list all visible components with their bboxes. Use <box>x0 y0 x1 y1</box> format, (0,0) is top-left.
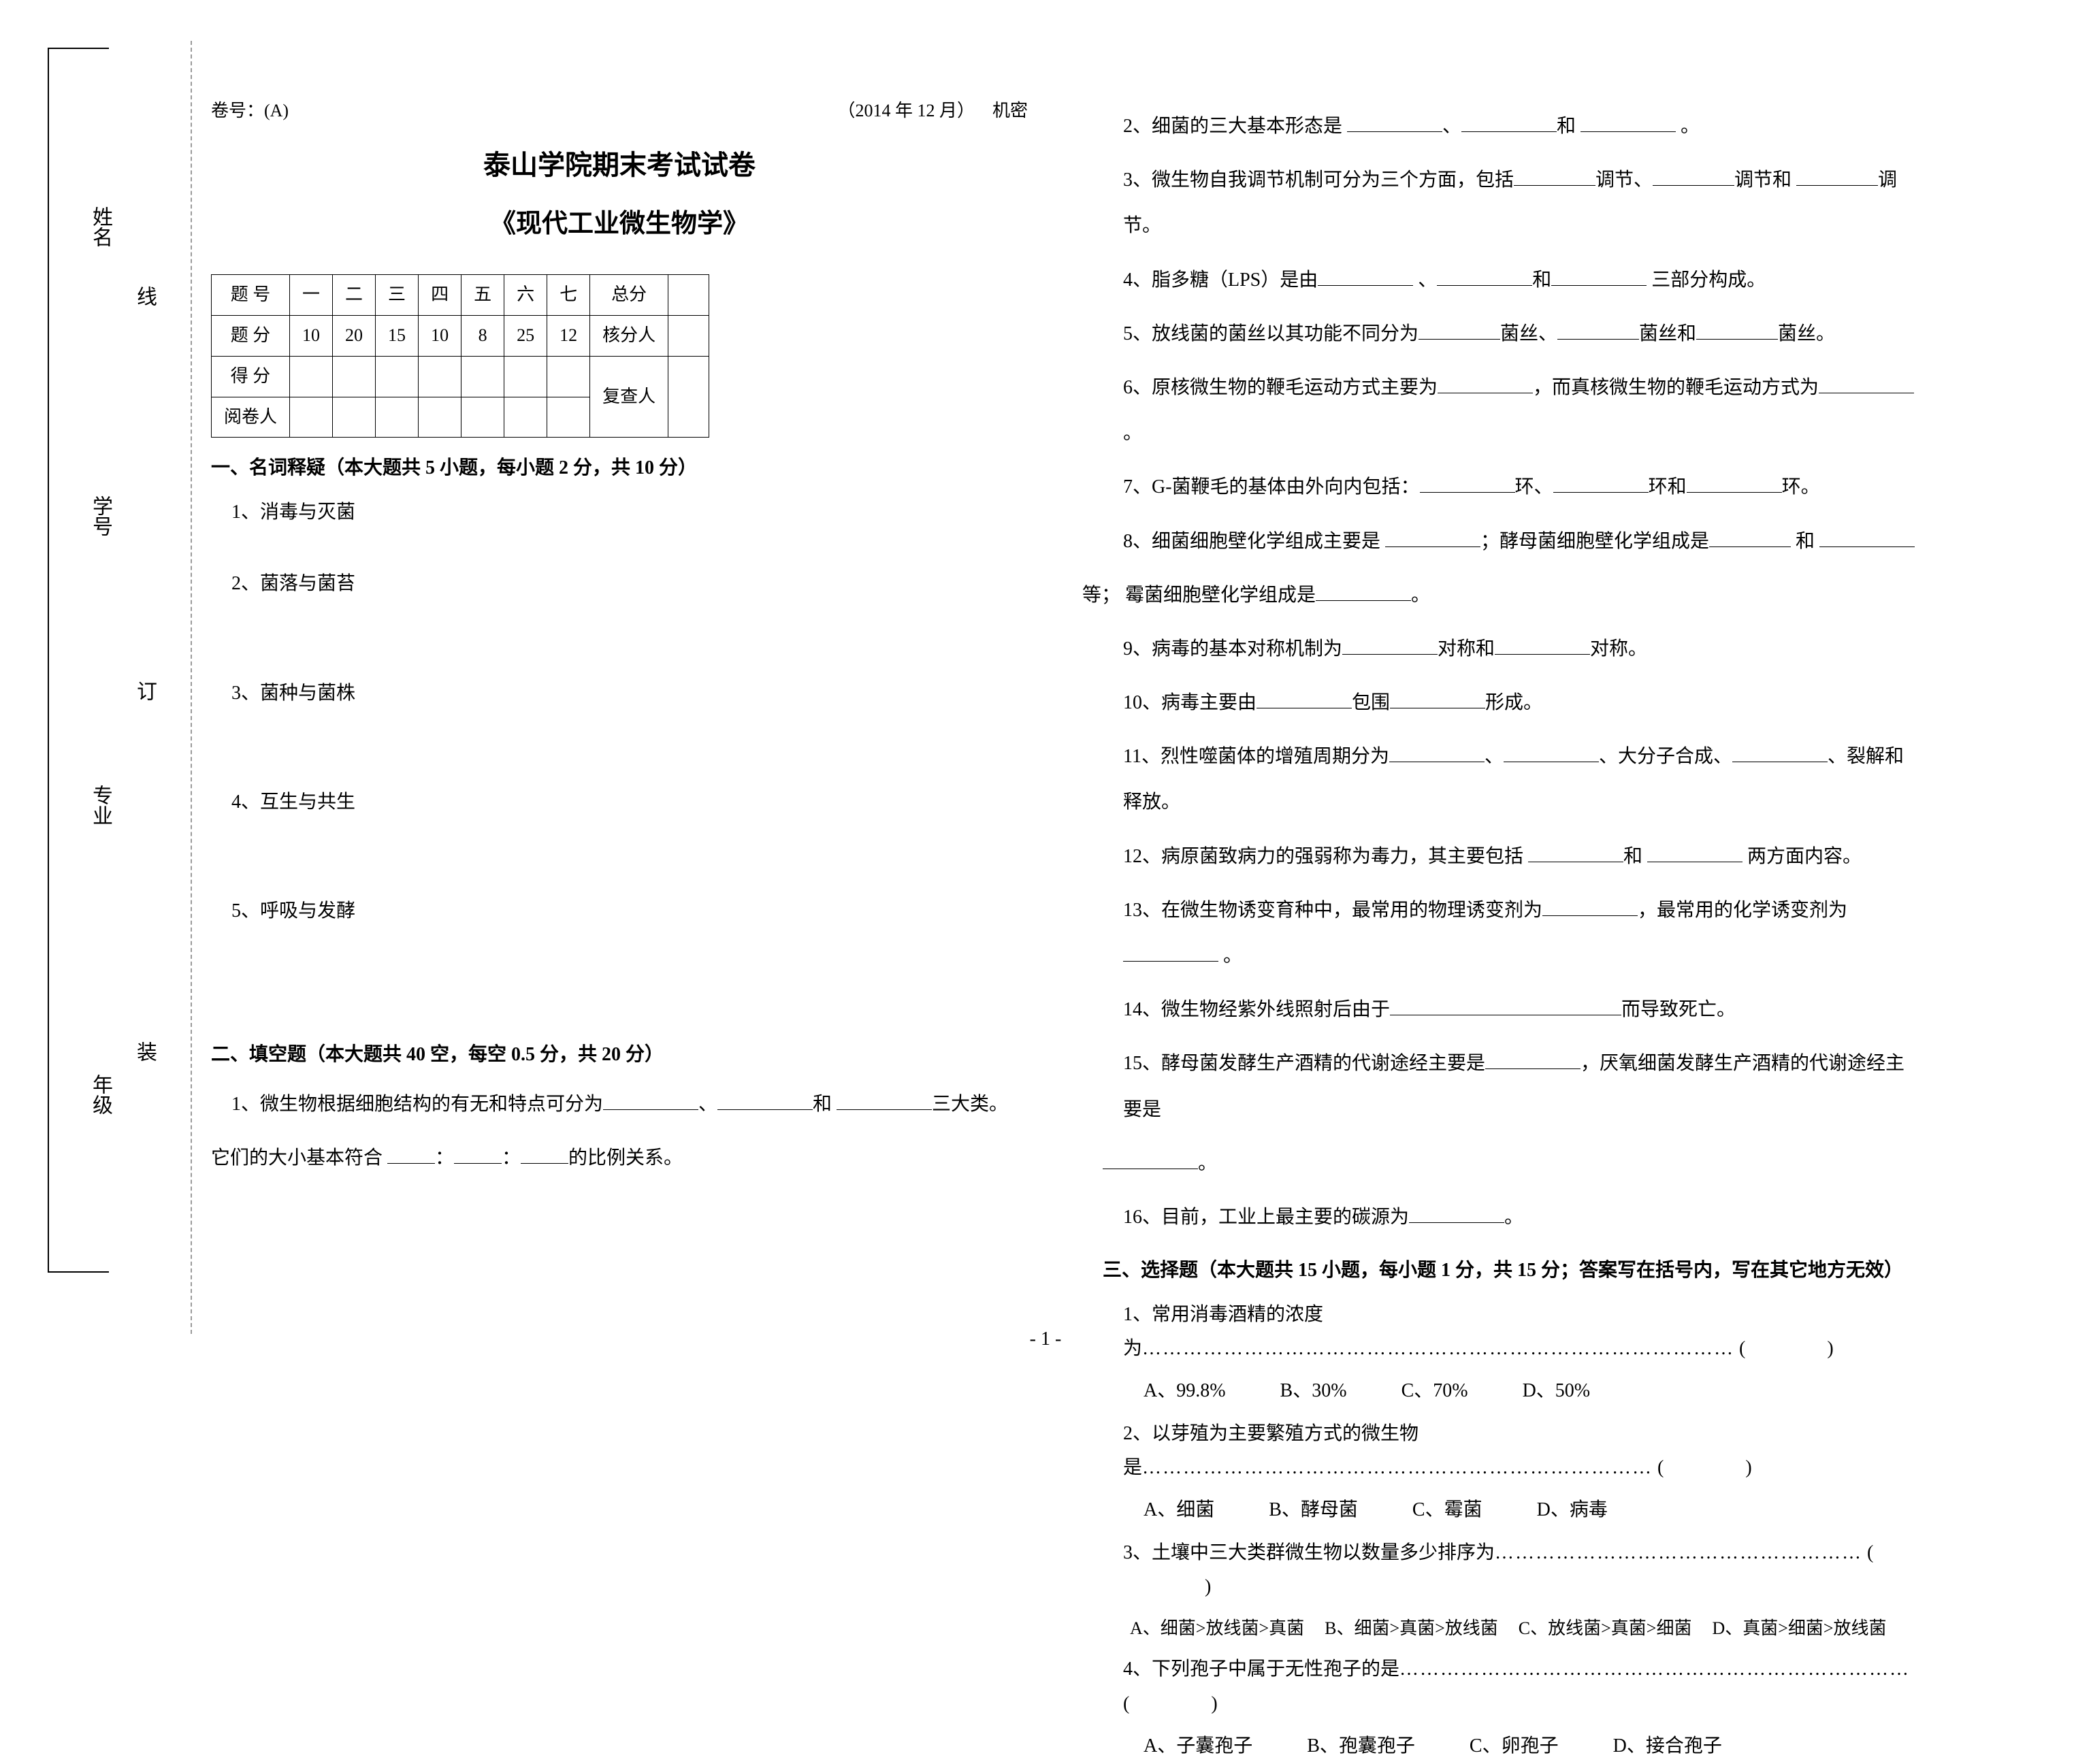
left-page: 卷号：(A) （2014 年 12 月） 机密 泰山学院期末考试试卷 《现代工业… <box>211 95 1028 1181</box>
r2-6: 25 <box>504 315 547 356</box>
sec2-q4: 4、脂多糖（LPS）是由 、和 三部分构成。 <box>1123 257 1919 303</box>
sec2-title: 二、填空题（本大题共 40 空，每空 0.5 分，共 20 分） <box>211 1038 1028 1072</box>
sec3-q4: 4、下列孢子中属于无性孢子的是…………………………………………………………………… <box>1123 1652 1919 1721</box>
th-5: 五 <box>461 275 504 316</box>
th-8: 总分 <box>590 275 668 316</box>
r2-8: 核分人 <box>590 315 668 356</box>
sec1-q3: 3、菌种与菌株 <box>231 676 1028 710</box>
sec2-q13: 13、在微生物诱变育种中，最常用的物理诱变剂为，最常用的化学诱变剂为 。 <box>1123 887 1919 979</box>
sec3-title: 三、选择题（本大题共 15 小题，每小题 1 分，共 15 分；答案写在括号内，… <box>1103 1254 1919 1288</box>
sec2-q16: 16、目前，工业上最主要的碳源为。 <box>1123 1194 1919 1240</box>
sec2-q9: 9、病毒的基本对称机制为对称和对称。 <box>1123 626 1919 672</box>
sec2-q8b: 等； 霉菌细胞壁化学组成是。 <box>1082 572 1919 618</box>
sec3-q3: 3、土壤中三大类群微生物以数量多少排序为……………………………………………… (… <box>1123 1536 1919 1605</box>
r2-4: 10 <box>419 315 461 356</box>
merge-label: 复查人 <box>590 356 668 438</box>
sec1-q1: 1、消毒与灭菌 <box>231 495 1028 529</box>
th-3: 三 <box>376 275 419 316</box>
binding-grade: 年级 <box>82 1074 118 1115</box>
sec3-q1: 1、常用消毒酒精的浓度为…………………………………………………………………………… <box>1123 1298 1919 1367</box>
th-7: 七 <box>547 275 590 316</box>
sec3-q1-opts: A、99.8% B、30% C、70% D、50% <box>1144 1374 1919 1408</box>
right-page: 2、细菌的三大基本形态是 、和 。 3、微生物自我调节机制可分为三个方面，包括调… <box>1103 95 1919 1764</box>
sec3-q2: 2、以芽殖为主要繁殖方式的微生物是……………………………………………………………… <box>1123 1417 1919 1486</box>
sec2-q7: 7、G-菌鞭毛的基体由外向内包括：环、环和环。 <box>1123 464 1919 510</box>
page-number: - 1 - <box>1030 1322 1062 1356</box>
secret: 机密 <box>992 101 1028 120</box>
r2-2: 20 <box>333 315 376 356</box>
sec2-q1-cont: 它们的大小基本符合 ：：的比例关系。 <box>211 1135 1028 1181</box>
juanhao: 卷号：(A) <box>211 95 289 127</box>
sec1-q2: 2、菌落与菌苔 <box>231 567 1028 601</box>
th-0: 题 号 <box>212 275 290 316</box>
th-6: 六 <box>504 275 547 316</box>
r4-0: 阅卷人 <box>212 397 290 438</box>
th-4: 四 <box>419 275 461 316</box>
r2-0: 题 分 <box>212 315 290 356</box>
r2-1: 10 <box>290 315 333 356</box>
header-row: 卷号：(A) （2014 年 12 月） 机密 <box>211 95 1028 127</box>
r3-0: 得 分 <box>212 356 290 397</box>
sec3-q2-opts: A、细菌 B、酵母菌 C、霉菌 D、病毒 <box>1144 1493 1919 1527</box>
binding-zhuang: 装 <box>126 1041 163 1062</box>
title-main: 泰山学院期末考试试卷 <box>211 141 1028 190</box>
sec2-q3: 3、微生物自我调节机制可分为三个方面，包括调节、调节和 调节。 <box>1123 157 1919 248</box>
sec2-q15: 15、酵母菌发酵生产酒精的代谢途经主要是，厌氧细菌发酵生产酒精的代谢途经主要是 <box>1123 1041 1919 1132</box>
binding-ding: 订 <box>126 681 163 701</box>
binding-labels: 年级 专业 学号 姓名 <box>82 82 118 1239</box>
r2-9 <box>668 315 709 356</box>
sec2-q2: 2、细菌的三大基本形态是 、和 。 <box>1123 103 1919 149</box>
score-table: 题 号 一 二 三 四 五 六 七 总分 题 分 10 20 15 10 8 2… <box>211 274 709 438</box>
sec2-q1: 1、微生物根据细胞结构的有无和特点可分为、和 三大类。 <box>231 1081 1028 1127</box>
exam-date: （2014 年 12 月） <box>837 101 975 120</box>
sec3-q3-opts: A、细菌>放线菌>真菌 B、细菌>真菌>放线菌 C、放线菌>真菌>细菌 D、真菌… <box>1130 1613 1919 1645</box>
sec2-q11: 11、烈性噬菌体的增殖周期分为、、大分子合成、、裂解和释放。 <box>1123 734 1919 825</box>
sec1-q5: 5、呼吸与发酵 <box>231 894 1028 928</box>
binding-id: 学号 <box>82 495 118 536</box>
binding-xian: 线 <box>126 286 163 306</box>
sec2-q10: 10、病毒主要由包围形成。 <box>1123 680 1919 725</box>
binding-major: 专业 <box>82 785 118 826</box>
sec2-q8: 8、细菌细胞壁化学组成主要是 ；酵母菌细胞壁化学组成是 和 <box>1123 519 1919 564</box>
sec2-q12: 12、病原菌致病力的强弱称为毒力，其主要包括 和 两方面内容。 <box>1123 834 1919 879</box>
sec2-q15b: 。 <box>1103 1141 1919 1186</box>
r2-5: 8 <box>461 315 504 356</box>
th-2: 二 <box>333 275 376 316</box>
r2-3: 15 <box>376 315 419 356</box>
sec3-q4-opts: A、子囊孢子 B、孢囊孢子 C、卵孢子 D、接合孢子 <box>1144 1729 1919 1763</box>
sec2-q5: 5、放线菌的菌丝以其功能不同分为菌丝、菌丝和菌丝。 <box>1123 311 1919 357</box>
sec1-title: 一、名词释疑（本大题共 5 小题，每小题 2 分，共 10 分） <box>211 451 1028 485</box>
title-course: 《现代工业微生物学》 <box>211 201 1028 247</box>
th-1: 一 <box>290 275 333 316</box>
sec1-q4: 4、互生与共生 <box>231 785 1028 819</box>
sec2-q6: 6、原核微生物的鞭毛运动方式主要为，而真核微生物的鞭毛运动方式为。 <box>1123 365 1919 456</box>
th-9 <box>668 275 709 316</box>
sec2-q14: 14、微生物经紫外线照射后由于而导致死亡。 <box>1123 987 1919 1032</box>
r2-7: 12 <box>547 315 590 356</box>
binding-name: 姓名 <box>82 206 118 247</box>
dash-line <box>191 41 192 1334</box>
